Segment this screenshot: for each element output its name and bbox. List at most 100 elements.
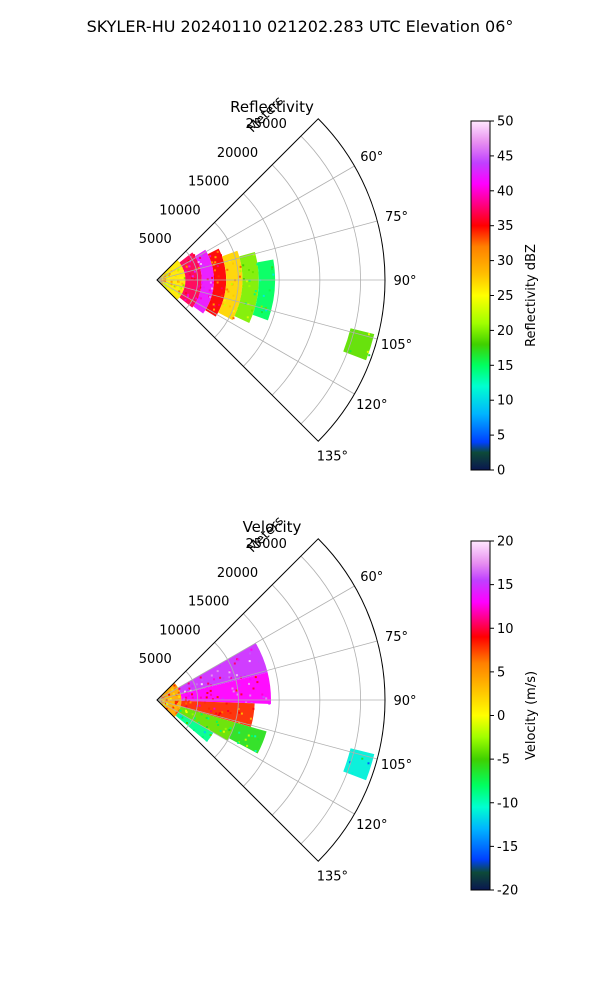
echo-speckle xyxy=(171,702,173,705)
echo-speckle xyxy=(228,676,231,679)
echo-speckle xyxy=(262,294,265,297)
azimuth-gridline xyxy=(156,279,378,340)
echo-speckle xyxy=(171,288,174,291)
echo-speckle xyxy=(200,254,203,257)
echo-speckle xyxy=(244,738,247,741)
echo-speckle xyxy=(171,688,174,691)
echo-speckle xyxy=(173,684,176,687)
echo-speckle xyxy=(168,272,171,275)
echo-speckle xyxy=(249,717,252,720)
range-tick-label: 15000 xyxy=(188,595,229,610)
colorbar-tick-label: 15 xyxy=(497,359,514,374)
echo-speckle xyxy=(178,290,181,293)
echo-speckle xyxy=(181,268,184,270)
echo-speckle xyxy=(210,710,213,713)
echo-speckle xyxy=(178,687,181,690)
echo-speckle xyxy=(264,307,267,309)
echo-speckle xyxy=(247,734,250,737)
echo-speckle xyxy=(208,707,211,710)
azimuth-tick-label: 105° xyxy=(381,758,412,773)
panel-title: Reflectivity xyxy=(230,98,314,116)
echo-speckle xyxy=(214,261,217,264)
echo-speckle xyxy=(207,717,210,720)
echo-speckle xyxy=(165,282,168,285)
echo-band xyxy=(178,643,268,695)
echo-speckle xyxy=(237,741,240,744)
echo-speckle xyxy=(174,700,177,703)
echo-speckle xyxy=(197,285,200,288)
range-tick-label: 10000 xyxy=(159,203,200,218)
echo-speckle xyxy=(172,706,175,709)
echo-speckle xyxy=(193,278,196,281)
echo-speckle xyxy=(164,704,166,707)
echo-speckle xyxy=(164,278,167,281)
echo-speckle xyxy=(219,729,222,732)
echo-speckle xyxy=(271,266,274,269)
colorbar-bar xyxy=(470,120,491,471)
echo-speckle xyxy=(239,265,242,268)
echo-speckle xyxy=(193,717,196,720)
azimuth-tick-label: 60° xyxy=(360,570,383,585)
echo-speckle xyxy=(185,265,188,268)
echo-speckle xyxy=(250,648,253,651)
echo-speckle xyxy=(195,297,198,300)
echo-speckle xyxy=(215,712,218,715)
colorbar-label: Velocity (m/s) xyxy=(524,671,539,760)
echo-speckle xyxy=(248,285,251,288)
echo-speckle xyxy=(186,722,188,724)
echo-speckle xyxy=(227,290,230,293)
panel-title: Velocity xyxy=(243,518,302,536)
echo-speckle xyxy=(177,280,180,283)
echo-speckle xyxy=(251,735,253,737)
echo-speckle xyxy=(163,695,166,698)
echo-speckle xyxy=(231,687,234,690)
colorbar-label: Reflectivity dBZ xyxy=(524,244,539,347)
echo-speckle xyxy=(209,689,212,692)
echo-speckle xyxy=(271,286,274,289)
echo-speckle xyxy=(226,288,229,291)
echo-speckle xyxy=(200,713,203,716)
azimuth-tick-label: 135° xyxy=(317,449,348,464)
echo-speckle xyxy=(190,299,193,302)
echo-speckle xyxy=(193,254,196,257)
echo-speckle xyxy=(188,687,191,690)
colorbar-tick-label: 0 xyxy=(497,709,505,724)
echo-speckle xyxy=(240,693,243,696)
colorbar-bar xyxy=(470,540,491,891)
echo-speckle xyxy=(254,290,257,293)
range-tick-label: 15000 xyxy=(188,175,229,190)
azimuth-tick-label: 135° xyxy=(317,869,348,884)
range-tick-label: 25000 xyxy=(246,117,287,132)
echo-speckle xyxy=(232,317,235,320)
echo-speckle xyxy=(208,289,211,292)
echo-speckle xyxy=(200,263,202,265)
echo-speckle xyxy=(246,744,249,747)
azimuth-tick-label: 75° xyxy=(385,630,408,645)
echo-speckle xyxy=(250,702,253,705)
echo-speckle xyxy=(210,693,212,696)
echo-speckle xyxy=(166,692,169,695)
azimuth-tick-label: 120° xyxy=(356,818,387,833)
echo-speckle xyxy=(191,275,194,278)
colorbar-tick-label: 40 xyxy=(497,184,514,199)
azimuth-tick-labels: 60° 75° 90° 105° 120° 135° xyxy=(317,150,417,464)
echo-speckle xyxy=(179,276,182,279)
echo-speckle xyxy=(213,305,216,308)
echo-speckle xyxy=(229,727,232,730)
echo-speckle xyxy=(230,283,233,286)
range-tick-label: 5000 xyxy=(139,652,172,667)
echo-speckle xyxy=(254,750,257,752)
echo-speckle xyxy=(161,696,164,699)
echo-speckle xyxy=(177,707,180,710)
echo-speckle xyxy=(172,697,175,700)
echo-speckle xyxy=(193,270,196,273)
reflectivity-colorbar: 0 5 10 15 20 25 30 35 40 45 50 Reflectivity dBZ xyxy=(470,115,539,479)
echo-band xyxy=(180,672,271,704)
echo-speckle xyxy=(361,757,364,760)
echo-speckle xyxy=(218,303,220,306)
echo-speckle xyxy=(222,730,225,733)
polar-grid xyxy=(156,555,385,845)
echo-speckle xyxy=(182,284,185,287)
echo-speckle xyxy=(217,275,220,278)
azimuth-gridline xyxy=(156,220,378,281)
